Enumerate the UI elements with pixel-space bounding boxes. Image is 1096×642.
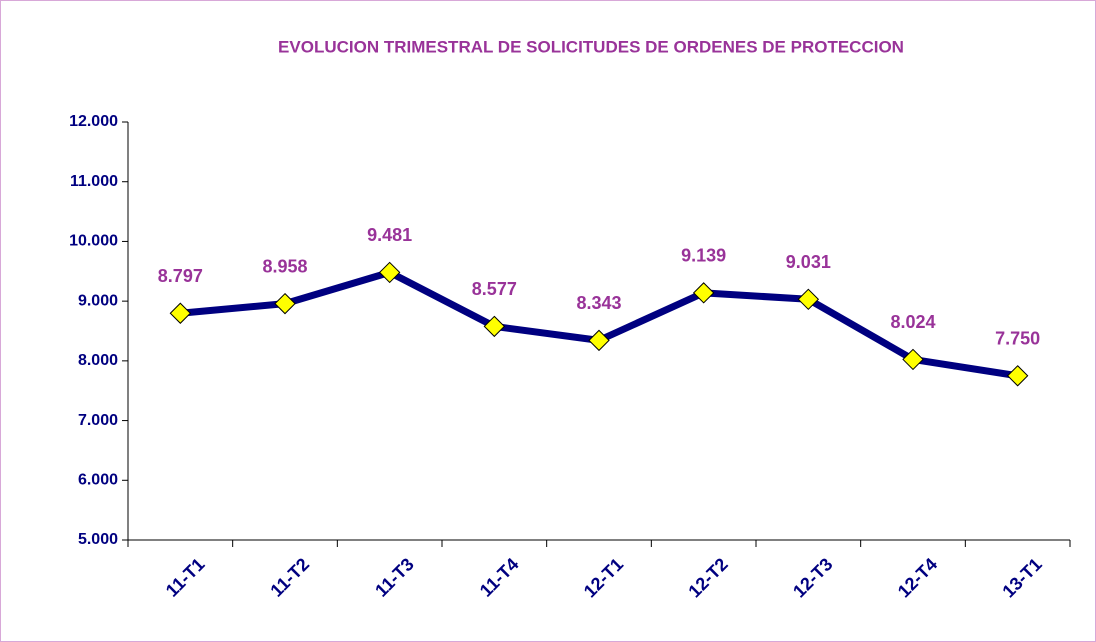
marker [483, 315, 506, 338]
y-tick-label: 12.000 [69, 113, 118, 130]
y-tick-label: 8.000 [78, 352, 118, 369]
marker [902, 348, 924, 371]
data-label: 8.343 [576, 293, 621, 313]
data-label: 8.024 [890, 312, 935, 332]
chart-title: EVOLUCION TRIMESTRAL DE SOLICITUDES DE O… [278, 37, 904, 56]
marker [797, 288, 820, 310]
data-label: 8.577 [472, 279, 517, 299]
data-label: 9.031 [786, 252, 831, 272]
marker [378, 261, 401, 284]
y-tick-label: 6.000 [78, 472, 118, 489]
data-label: 8.797 [158, 266, 203, 286]
data-label: 9.481 [367, 225, 412, 245]
marker [274, 292, 296, 315]
marker [169, 302, 192, 324]
data-label: 7.750 [995, 329, 1040, 349]
marker [692, 282, 715, 304]
y-tick-label: 11.000 [70, 173, 118, 190]
y-tick-label: 9.000 [78, 292, 118, 309]
y-tick-label: 10.000 [69, 233, 118, 250]
y-tick-label: 7.000 [78, 412, 118, 429]
marker [1006, 365, 1029, 387]
data-label: 8.958 [262, 256, 307, 276]
marker [588, 329, 610, 352]
y-tick-label: 5.000 [78, 531, 118, 548]
data-label: 9.139 [681, 246, 726, 266]
